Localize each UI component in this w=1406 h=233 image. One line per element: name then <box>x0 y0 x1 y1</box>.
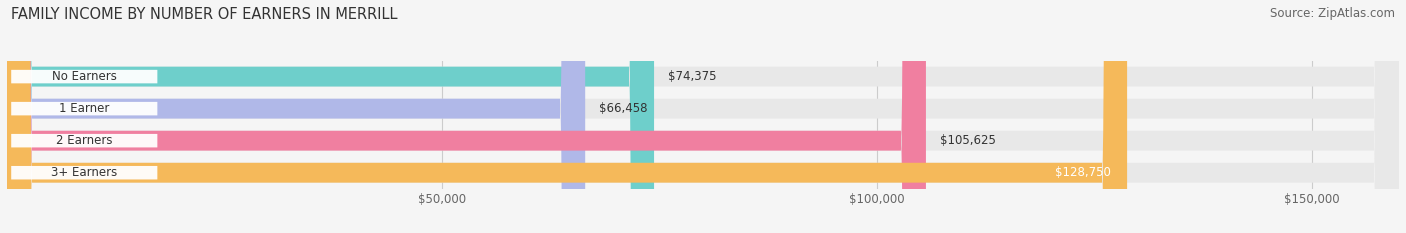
FancyBboxPatch shape <box>7 0 927 233</box>
FancyBboxPatch shape <box>11 166 157 179</box>
Text: $74,375: $74,375 <box>668 70 717 83</box>
FancyBboxPatch shape <box>11 134 157 147</box>
FancyBboxPatch shape <box>7 0 654 233</box>
Text: FAMILY INCOME BY NUMBER OF EARNERS IN MERRILL: FAMILY INCOME BY NUMBER OF EARNERS IN ME… <box>11 7 398 22</box>
Text: 3+ Earners: 3+ Earners <box>51 166 118 179</box>
FancyBboxPatch shape <box>7 0 1399 233</box>
Text: $105,625: $105,625 <box>939 134 995 147</box>
Text: No Earners: No Earners <box>52 70 117 83</box>
Text: Source: ZipAtlas.com: Source: ZipAtlas.com <box>1270 7 1395 20</box>
FancyBboxPatch shape <box>7 0 1128 233</box>
Text: 2 Earners: 2 Earners <box>56 134 112 147</box>
FancyBboxPatch shape <box>7 0 1399 233</box>
FancyBboxPatch shape <box>7 0 585 233</box>
Text: $128,750: $128,750 <box>1054 166 1111 179</box>
Text: 1 Earner: 1 Earner <box>59 102 110 115</box>
FancyBboxPatch shape <box>7 0 1399 233</box>
FancyBboxPatch shape <box>11 70 157 83</box>
FancyBboxPatch shape <box>11 102 157 115</box>
Text: $66,458: $66,458 <box>599 102 648 115</box>
FancyBboxPatch shape <box>7 0 1399 233</box>
